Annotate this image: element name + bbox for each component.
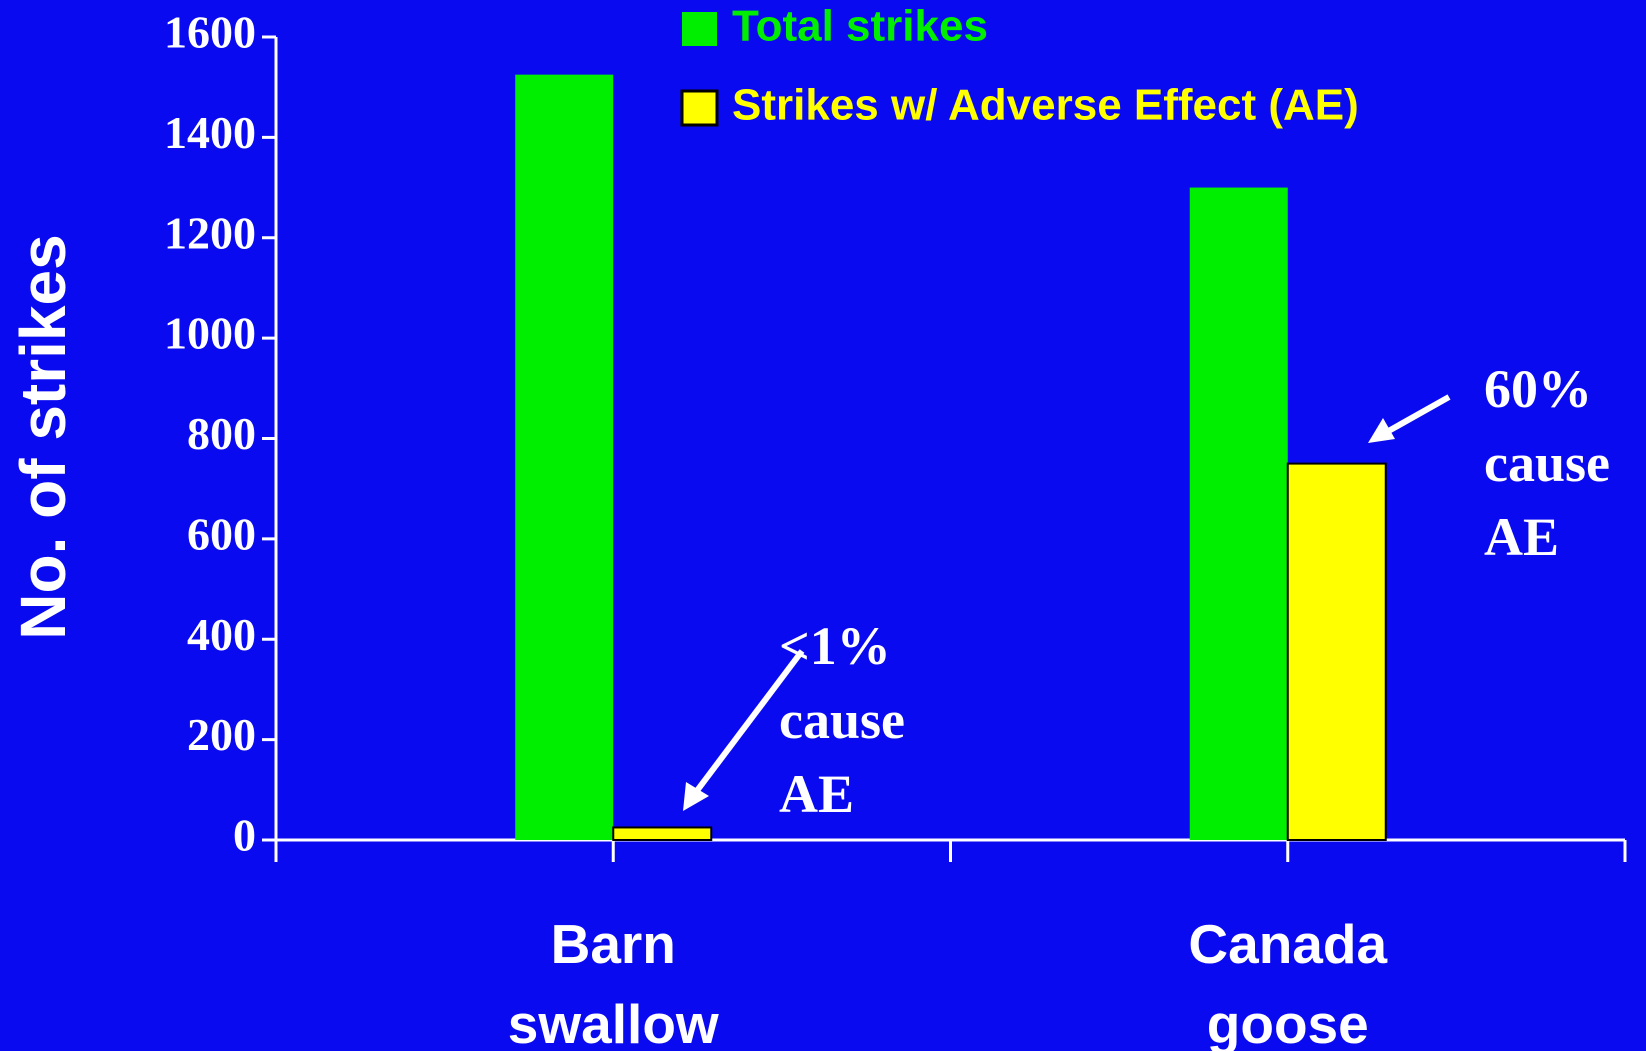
y-axis-label: No. of strikes [7,234,79,639]
arrow [690,649,805,798]
legend-swatch [680,89,719,127]
y-tick-label: 600 [187,508,256,559]
annotation: 60% cause AE [1484,359,1610,567]
x-tick-label: Canada goose [1188,913,1388,1051]
y-tick-label: 1400 [164,107,256,158]
legend-swatch [682,12,717,46]
legend-label: Strikes w/ Adverse Effect (AE) [732,81,1359,130]
arrow-head [1368,418,1395,443]
y-tick-label: 200 [187,709,256,760]
bar [1286,462,1387,841]
arrow [1383,394,1451,436]
annotation: <1% cause AE [779,616,905,824]
bar [515,74,614,840]
arrow-head [683,782,709,811]
bar [612,826,713,841]
y-tick-label: 1200 [164,207,256,258]
y-tick-label: 1600 [164,7,256,58]
bar [1189,187,1288,840]
y-tick-label: 1000 [164,308,256,359]
y-tick-label: 0 [233,810,256,861]
y-tick-label: 800 [187,408,256,459]
legend-label: Total strikes [732,2,988,51]
x-tick-label: Barn swallow [507,913,719,1051]
y-tick-label: 400 [187,609,256,660]
